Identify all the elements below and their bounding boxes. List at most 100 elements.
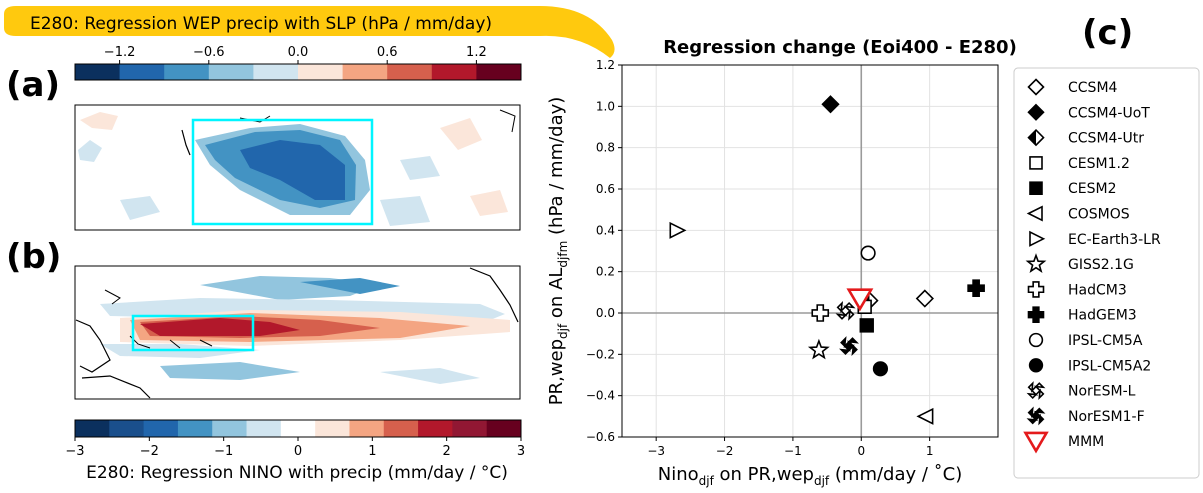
- x-axis-label: Ninodjf on PR,wepdjf (mm/day / ˚C): [658, 464, 963, 488]
- colorbar-b-swatch: [143, 420, 179, 437]
- legend-marker-noresm1-f: [1026, 406, 1046, 426]
- legend-label: CCSM4-Utr: [1068, 131, 1144, 147]
- colorbar-b-swatch: [383, 420, 419, 437]
- legend-marker-giss2-1g: [1025, 253, 1047, 273]
- legend-label: EC-Earth3-LR: [1068, 232, 1161, 248]
- legend-label: CESM2: [1068, 181, 1117, 197]
- point-ipsl-cm5a2: [872, 361, 889, 377]
- legend-label: NorESM-L: [1068, 384, 1136, 400]
- panel-b-colorbar-ticks: −3 −2 −1 0 1 2 3: [65, 437, 525, 459]
- colorbar-b-swatch: [177, 420, 213, 437]
- legend-marker-noresm-l: [1026, 381, 1046, 401]
- legend-label: HadCM3: [1068, 282, 1127, 298]
- x-tick-label: −3: [647, 444, 665, 458]
- y-tick-label: 0.4: [596, 223, 615, 237]
- colorbar-a-swatch: [253, 64, 299, 80]
- point-noresm1-f: [839, 336, 859, 357]
- title-highlight: [4, 6, 615, 58]
- legend-label: CCSM4-UoT: [1068, 105, 1150, 121]
- legend-marker-ccsm4-uot: [1027, 103, 1045, 121]
- colorbar-a-swatch: [431, 64, 477, 80]
- legend-label: IPSL-CM5A2: [1068, 358, 1151, 374]
- colorbar-b-swatch: [246, 420, 282, 437]
- colorbar-a-tick-label: −1.2: [104, 45, 136, 60]
- y-tick-label: 1.2: [596, 58, 615, 72]
- legend-marker-hadgem3: [1027, 306, 1045, 323]
- panel-a-label: (a): [6, 65, 60, 105]
- point-giss2-1g: [807, 338, 830, 360]
- point-ccsm4-uot: [821, 95, 840, 114]
- legend-marker-cesm1-2: [1029, 156, 1043, 170]
- legend-marker-cosmos: [1026, 205, 1043, 222]
- panel-b-label: (b): [6, 237, 61, 277]
- x-tick-label: −2: [716, 444, 734, 458]
- plot-points: [669, 95, 985, 425]
- legend-label: GISS2.1G: [1068, 257, 1134, 273]
- colorbar-a-swatch: [298, 64, 344, 80]
- colorbar-b-swatch: [452, 420, 488, 437]
- y-tick-label: 0.2: [596, 265, 615, 279]
- colorbar-b-swatch: [212, 420, 248, 437]
- point-ec-earth3-lr: [669, 221, 687, 239]
- legend-label: COSMOS: [1068, 207, 1130, 223]
- y-tick-label: 0.8: [596, 141, 615, 155]
- x-tick-label: 0: [857, 444, 865, 458]
- legend-marker-ipsl-cm5a2: [1028, 358, 1044, 373]
- legend-marker-hadcm3: [1027, 281, 1045, 298]
- chart-title: Regression change (Eoi400 - E280): [663, 37, 1017, 58]
- colorbar-b-tick-label: 1: [368, 444, 376, 459]
- y-tick-label: 1.0: [596, 99, 615, 113]
- y-tick-label: 0.6: [596, 182, 615, 196]
- colorbar-b-swatch: [315, 420, 350, 437]
- legend-marker-ipsl-cm5a: [1028, 332, 1044, 348]
- point-cesm2: [859, 318, 874, 333]
- panel-b-map: [74, 265, 521, 400]
- legend-marker-ec-earth3-lr: [1029, 230, 1046, 247]
- colorbar-b-tick-label: 2: [443, 444, 451, 459]
- colorbar-a-swatch: [164, 64, 210, 80]
- y-tick-label: −0.6: [586, 430, 615, 444]
- point-ipsl-cm5a: [860, 245, 876, 261]
- colorbar-b-tick-label: 3: [517, 444, 525, 459]
- legend-label: CCSM4: [1068, 80, 1118, 96]
- colorbar-a-swatch: [119, 64, 165, 80]
- panel-a-map: [74, 104, 521, 231]
- point-noresm-l: [835, 300, 856, 321]
- colorbar-a-swatch: [75, 64, 121, 80]
- legend-label: IPSL-CM5A: [1068, 333, 1143, 349]
- panel-c-label: (c): [1082, 13, 1133, 53]
- colorbar-b-tick-label: −1: [214, 444, 233, 459]
- plot-reference-lines: [622, 65, 998, 437]
- legend-label: MMM: [1068, 434, 1104, 450]
- panel-a-title: E280: Regression WEP precip with SLP (hP…: [30, 14, 492, 34]
- plot-frame: [621, 64, 999, 438]
- colorbar-a-tick-label: −0.6: [193, 45, 225, 60]
- colorbar-a-swatch: [387, 64, 433, 80]
- colorbar-a-tick-label: 1.2: [466, 45, 487, 60]
- legend-marker-ccsm4-utr: [1027, 128, 1045, 147]
- y-axis-label: PR,wepdjf on ALdjfm (hPa / mm/day): [546, 97, 570, 406]
- y-tick-label: −0.2: [586, 347, 615, 361]
- panel-a-colorbar-ticks: −1.2 −0.6 0.0 0.6 1.2: [104, 45, 487, 64]
- point-cosmos: [916, 407, 934, 425]
- colorbar-b-swatch: [418, 420, 453, 437]
- plot-ticks: −3 −2 −1 0 1 −0.6 −0.4 −0.2 0.0 0.2 0.4 0.6 0.8 1.0 1.…: [586, 58, 934, 458]
- legend: CCSM4 CCSM4-UoT CCSM4-Utr CESM1.2 CESM2 COSMO…: [1023, 78, 1161, 454]
- colorbar-b-tick-label: 0: [294, 444, 302, 459]
- colorbar-b-tick-label: −3: [65, 444, 84, 459]
- legend-marker-ccsm4: [1027, 78, 1045, 96]
- point-ccsm4: [915, 289, 934, 308]
- colorbar-b-swatch: [349, 420, 385, 437]
- panel-b-colorbar: [74, 419, 522, 438]
- colorbar-b-swatch: [280, 420, 316, 437]
- colorbar-a-swatch: [342, 64, 388, 80]
- legend-marker-mmm: [1023, 431, 1049, 454]
- point-hadcm3: [811, 304, 830, 322]
- panel-a-colorbar: [74, 63, 522, 81]
- point-hadgem3: [967, 279, 985, 297]
- legend-label: NorESM1-F: [1068, 409, 1145, 425]
- colorbar-b-swatch: [75, 420, 110, 437]
- y-tick-label: 0.0: [596, 306, 615, 320]
- colorbar-a-swatch: [476, 64, 522, 80]
- panel-b-colorbar-label: E280: Regression NINO with precip (mm/da…: [86, 463, 508, 483]
